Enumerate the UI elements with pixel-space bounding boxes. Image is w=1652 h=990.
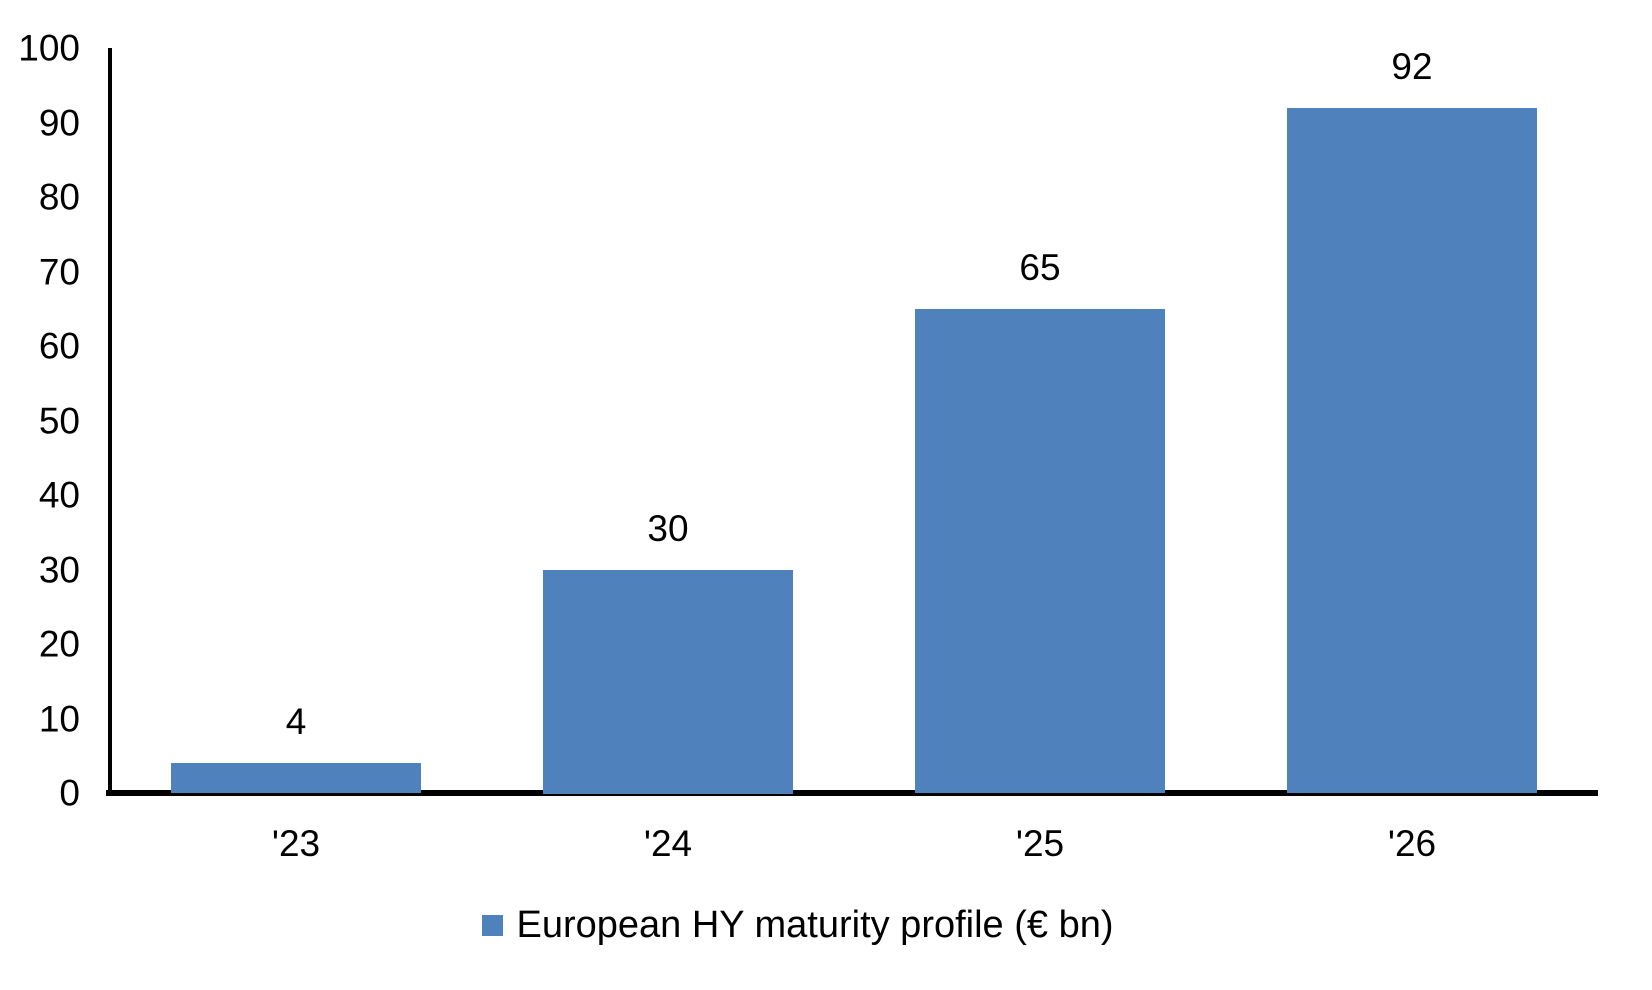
y-tick-label: 30: [38, 549, 80, 590]
x-axis-line: [106, 790, 1598, 796]
bar-23: [171, 763, 421, 793]
x-tick-label: '25: [1015, 823, 1065, 864]
bar-26: [1287, 108, 1537, 793]
bar-25: [915, 309, 1165, 793]
y-tick-label: 20: [38, 623, 80, 665]
x-tick-label: '24: [643, 823, 693, 864]
bar-24: [543, 570, 793, 794]
y-tick-label: 70: [38, 251, 80, 292]
bar-value-label: 92: [1391, 46, 1433, 87]
legend-marker-icon: [482, 915, 504, 937]
y-tick-label: 90: [38, 102, 80, 143]
bar-value-label: 4: [285, 701, 307, 742]
y-tick-label: 50: [38, 400, 80, 441]
y-tick-label: 40: [38, 474, 80, 516]
legend-label: European HY maturity profile (€ bn): [516, 904, 1114, 946]
y-tick-label: 10: [38, 698, 80, 739]
y-tick-label: 0: [59, 772, 80, 814]
y-tick-label: 60: [38, 325, 80, 367]
y-axis-line: [108, 48, 112, 796]
x-tick-label: '26: [1387, 823, 1437, 864]
x-tick-label: '23: [271, 823, 321, 864]
bar-value-label: 65: [1019, 247, 1061, 288]
y-tick-label: 80: [38, 176, 80, 218]
legend: European HY maturity profile (€ bn): [0, 904, 1596, 947]
bar-value-label: 30: [647, 508, 689, 549]
y-tick-label: 100: [18, 27, 80, 69]
